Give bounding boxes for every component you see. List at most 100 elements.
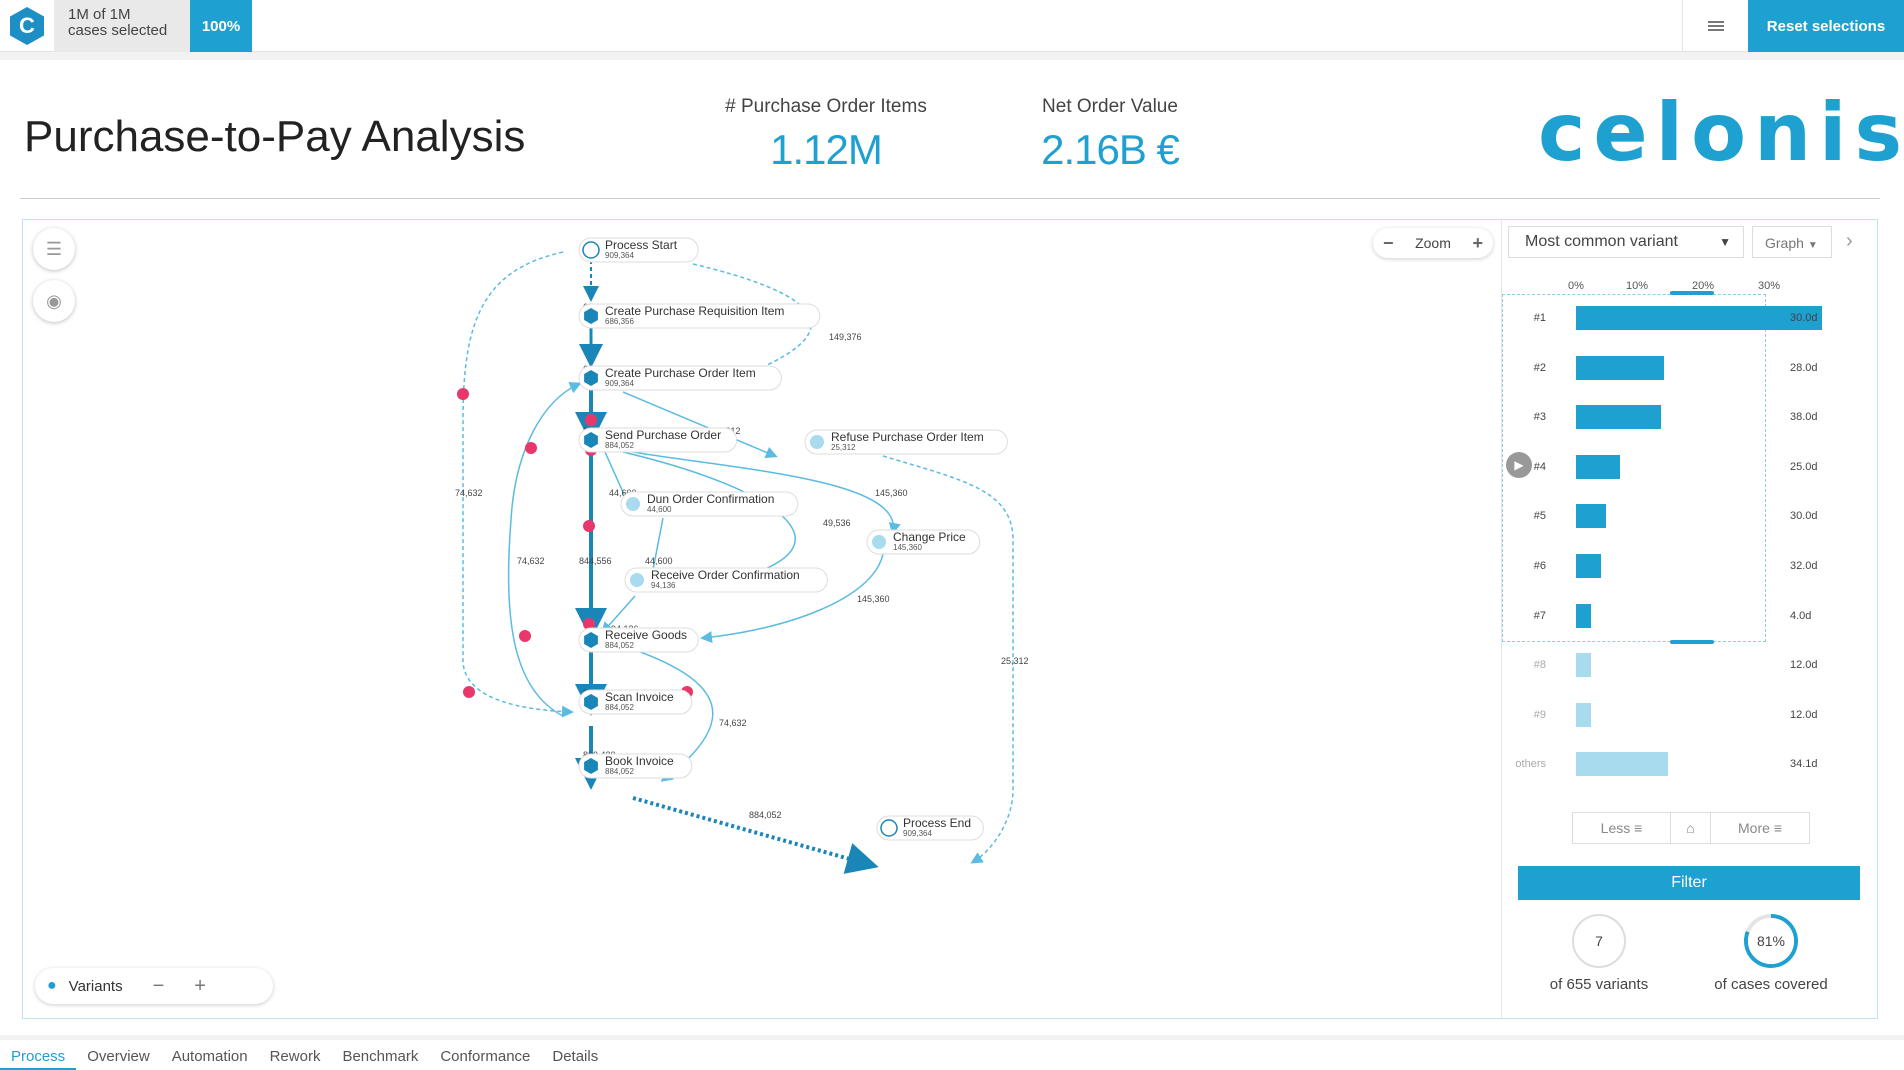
process-graph[interactable]: 686,356 686,356 149,376 884,052 25,312 7… (23, 220, 1493, 1018)
kpi-net-order-value[interactable]: Net Order Value 2.16B € (990, 96, 1230, 174)
header-divider (20, 198, 1880, 199)
chevron-right-icon[interactable]: › (1846, 230, 1853, 252)
range-handle-bottom[interactable] (1670, 640, 1714, 644)
axis-tick: 30% (1758, 280, 1781, 292)
node-count: 909,364 (605, 251, 634, 260)
variant-row[interactable]: #7 4.0d (1502, 603, 1878, 628)
variants-ring: 7 (1572, 914, 1626, 968)
view-mode-dropdown[interactable]: Graph ▼ (1752, 226, 1832, 258)
play-variant-icon[interactable]: ▶ (1506, 452, 1532, 478)
variant-bar[interactable] (1576, 702, 1591, 727)
node-label: Change Price (893, 530, 966, 544)
edge-change-goods[interactable] (700, 553, 884, 644)
variants-icon: ● (47, 977, 57, 994)
menu-button[interactable] (1682, 0, 1748, 52)
variant-duration: 4.0d (1790, 609, 1812, 622)
variant-bar[interactable] (1576, 405, 1662, 430)
variant-bar[interactable] (1576, 554, 1602, 578)
variant-bar[interactable] (1576, 752, 1668, 777)
top-bar: C 1M of 1M cases selected 100% Reset sel… (0, 0, 1904, 52)
edge-po-refuse[interactable] (622, 391, 778, 459)
node-count: 44,600 (647, 505, 672, 514)
variant-row[interactable]: #9 12.0d (1502, 702, 1878, 727)
process-explorer-panel: ☰ ◉ − Zoom + (22, 219, 1878, 1019)
variant-index: #5 (1533, 510, 1546, 523)
cases-count: 1M of 1M (68, 6, 131, 23)
variant-sort-dropdown[interactable]: Most common variant ▼ (1508, 226, 1744, 258)
tab-details[interactable]: Details (552, 1048, 599, 1065)
variants-control: ● Variants − + (35, 968, 273, 1004)
caret-down-icon: ▼ (1719, 235, 1731, 249)
tab-automation[interactable]: Automation (171, 1048, 248, 1065)
coverage-ring: 81% (1744, 914, 1798, 968)
node-count: 686,356 (605, 317, 634, 326)
analysis-card: Purchase-to-Pay Analysis # Purchase Orde… (0, 60, 1904, 1035)
variants-decrease-button[interactable]: − (152, 974, 165, 997)
variant-row[interactable]: #3 38.0d (1502, 405, 1878, 430)
less-button[interactable]: Less ≡ (1573, 813, 1671, 843)
variant-row[interactable]: #2 28.0d (1502, 355, 1878, 380)
axis-tick: 20% (1692, 280, 1715, 292)
filter-button[interactable]: Filter (1518, 866, 1860, 900)
more-button[interactable]: More ≡ (1711, 813, 1809, 843)
frequency-toggle-button[interactable]: ☰ (33, 228, 75, 270)
variant-row[interactable]: #4 25.0d (1502, 454, 1878, 479)
edge-refuse-end[interactable] (882, 455, 1014, 864)
zoom-out-button[interactable]: − (1383, 232, 1394, 253)
more-label: More (1738, 820, 1770, 836)
app-logo[interactable]: C (0, 0, 54, 52)
variant-bar[interactable] (1576, 653, 1591, 678)
variant-row[interactable]: #5 30.0d (1502, 504, 1878, 529)
zoom-in-button[interactable]: + (1472, 232, 1483, 253)
variant-duration: 32.0d (1790, 560, 1818, 572)
edge-scan-po[interactable] (507, 382, 582, 717)
variant-row[interactable]: others 34.1d (1502, 752, 1878, 777)
variant-bar[interactable] (1576, 603, 1591, 628)
visibility-toggle-button[interactable]: ◉ (33, 280, 75, 322)
edge-confirm-goods[interactable] (601, 595, 636, 635)
tab-rework[interactable]: Rework (269, 1048, 321, 1065)
tab-overview[interactable]: Overview (87, 1048, 150, 1065)
variant-bar[interactable] (1576, 454, 1621, 479)
variant-bar[interactable] (1576, 306, 1822, 330)
tab-conformance[interactable]: Conformance (440, 1048, 531, 1065)
variant-row[interactable]: #6 32.0d (1502, 554, 1878, 578)
home-button[interactable]: ⌂ (1671, 813, 1711, 843)
edge-start-scan[interactable] (462, 251, 574, 718)
range-handle-top[interactable] (1670, 291, 1714, 295)
sort-icon: ≡ (1634, 820, 1643, 836)
reset-selections-button[interactable]: Reset selections (1748, 0, 1904, 52)
variant-row[interactable]: #1 30.0d (1502, 306, 1878, 330)
edge-send-change[interactable] (632, 451, 901, 535)
activity-hexagon-icon (584, 432, 598, 448)
variant-bar[interactable] (1576, 504, 1606, 529)
axis-tick: 10% (1626, 280, 1649, 292)
node-label: Create Purchase Order Item (605, 366, 756, 380)
node-count: 884,052 (605, 441, 634, 450)
tab-process[interactable]: Process (0, 1040, 77, 1070)
kpi-purchase-order-items[interactable]: # Purchase Order Items 1.12M (706, 96, 946, 174)
variant-duration: 28.0d (1790, 361, 1818, 374)
variant-index: #4 (1533, 460, 1546, 473)
variant-bar[interactable] (1576, 355, 1664, 380)
edge-book-end[interactable] (632, 796, 879, 874)
variants-increase-button[interactable]: + (194, 974, 206, 997)
variant-duration: 25.0d (1790, 460, 1818, 473)
stop-icon (880, 819, 898, 837)
variant-row[interactable]: #8 12.0d (1502, 653, 1878, 678)
edge-label: 145,360 (875, 488, 908, 498)
tab-benchmark[interactable]: Benchmark (342, 1048, 419, 1065)
activity-hexagon-icon (584, 758, 598, 774)
